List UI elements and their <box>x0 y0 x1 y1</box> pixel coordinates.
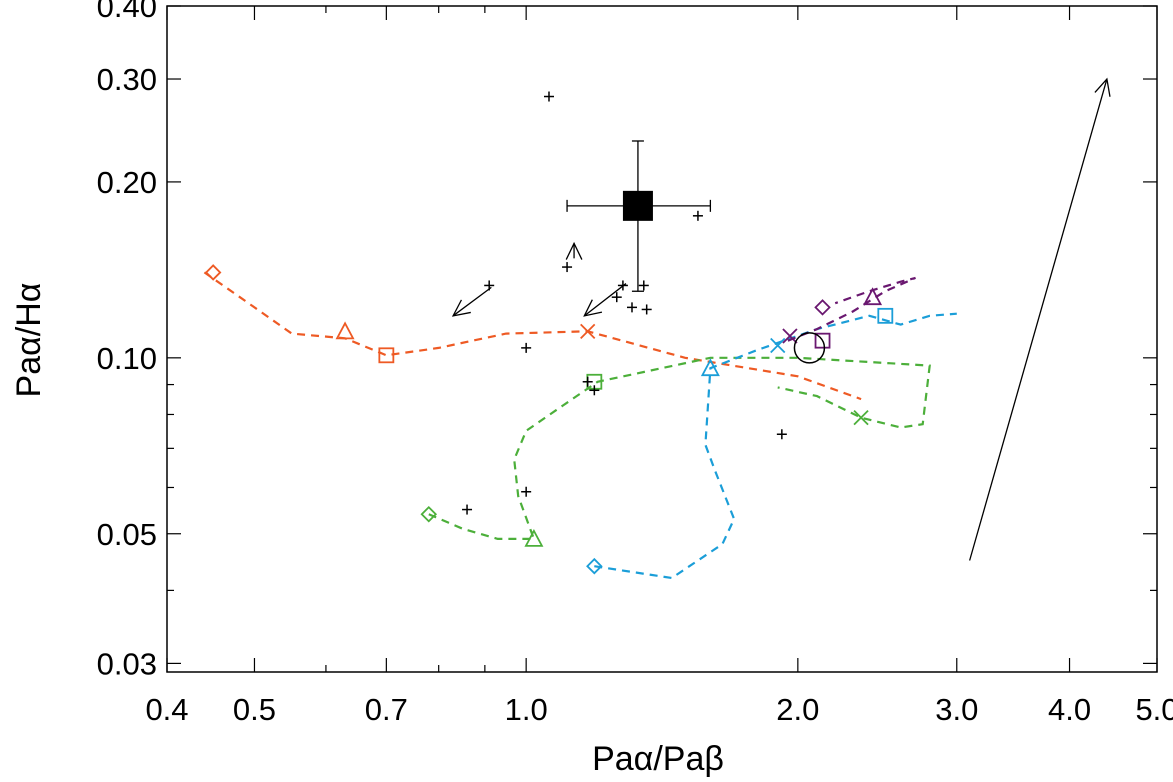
x-tick-label: 4.0 <box>1048 692 1091 727</box>
open-circle-marker <box>793 332 826 364</box>
x-tick-label: 0.7 <box>365 692 408 727</box>
x-tick-label: 1.0 <box>505 692 548 727</box>
filled-square-marker <box>622 190 653 221</box>
series-line-green <box>428 356 931 541</box>
triangle-marker <box>524 528 544 547</box>
series-line-purple <box>787 276 916 342</box>
plus-point <box>626 302 637 313</box>
x-marker <box>580 323 596 339</box>
x-axis-label: Paα/Paβ <box>592 740 724 778</box>
y-tick-label: 0.03 <box>97 646 157 681</box>
plus-point <box>521 486 532 497</box>
square-marker <box>814 332 831 349</box>
y-axis-label: Paα/Hα <box>10 283 48 398</box>
arrow-head <box>583 299 603 317</box>
x-tick-label: 3.0 <box>935 692 978 727</box>
x-marker-stroke <box>580 323 596 339</box>
diamond-marker <box>204 264 222 281</box>
series-line-orange <box>203 271 862 401</box>
arrow <box>451 286 492 317</box>
plus-point <box>521 342 532 353</box>
arrow <box>583 283 627 317</box>
square-marker <box>378 347 395 364</box>
arrow-head <box>1094 77 1111 97</box>
arrow-head <box>451 299 471 317</box>
plus-point <box>611 292 622 303</box>
x-marker-stroke <box>853 410 869 426</box>
diamond-marker <box>586 557 603 575</box>
arrow-shaft <box>583 283 627 317</box>
plus-point <box>776 429 787 440</box>
x-tick-label: 5.0 <box>1135 692 1173 727</box>
plus-point <box>582 376 593 387</box>
plus-point <box>562 262 573 273</box>
y-tick-label: 0.40 <box>97 0 157 24</box>
x-marker <box>782 328 798 344</box>
arrow <box>969 77 1111 561</box>
x-marker <box>770 337 786 354</box>
x-tick-label: 2.0 <box>776 692 819 727</box>
plus-point <box>543 91 554 102</box>
arrow <box>565 241 583 260</box>
plus-point <box>638 280 649 291</box>
diamond-marker <box>814 299 831 316</box>
y-tick-label: 0.05 <box>97 517 157 552</box>
diamond-marker <box>420 505 438 523</box>
arrow-head <box>565 241 583 260</box>
x-marker <box>853 410 869 426</box>
triangle-marker <box>863 287 883 306</box>
arrow-shaft <box>969 78 1108 561</box>
arrow-shaft <box>452 286 492 317</box>
x-marker-stroke <box>770 337 786 354</box>
x-tick-label: 0.5 <box>233 692 276 727</box>
x-tick-label: 0.4 <box>145 692 188 727</box>
triangle-marker <box>335 321 355 340</box>
y-tick-label: 0.30 <box>97 62 157 97</box>
plus-point <box>641 304 652 315</box>
plot-frame <box>166 5 1158 673</box>
plus-point <box>462 504 473 515</box>
triangle-marker <box>700 358 720 377</box>
square-marker <box>877 307 894 324</box>
plus-point <box>589 385 600 396</box>
plus-point <box>692 210 703 221</box>
y-tick-label: 0.20 <box>97 165 157 200</box>
x-marker-stroke <box>782 328 798 344</box>
series-line-blue <box>594 312 957 580</box>
y-tick-label: 0.10 <box>97 341 157 376</box>
